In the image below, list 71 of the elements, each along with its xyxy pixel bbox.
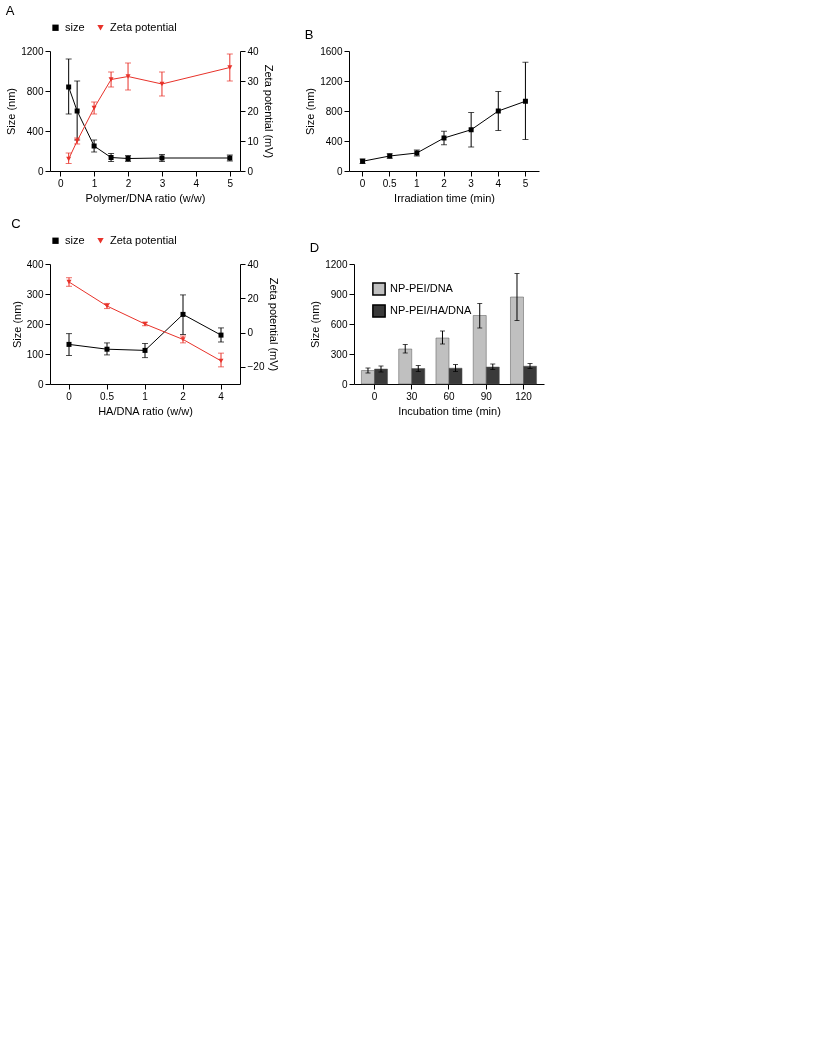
x-tick-label: 0 [359,177,366,189]
x-tick-label: 1 [91,177,98,189]
y-tick-label: 1200 [320,75,343,87]
x-tick-label: 2 [125,177,132,189]
x-tick-label: 2 [180,390,187,402]
y2-tick-label: 40 [247,258,260,270]
y-tick-label: 800 [325,105,343,117]
chart-title: A [5,3,15,18]
x-tick-label: 120 [515,390,533,402]
x-tick-label: 0.5 [382,177,398,189]
y2-tick-label: 0 [247,165,254,177]
y-tick-label: 900 [330,288,348,300]
y2-tick-label: 0 [247,327,254,339]
x-axis-title: Irradiation time (min) [394,191,495,204]
y-tick-label: 600 [330,318,348,330]
y-tick-label: 100 [26,348,44,360]
y2-tick-label: −20 [247,361,265,373]
y2-tick-label: 20 [247,292,260,304]
chart-title: B [304,27,314,42]
legend-label: NP-PEI/DNA [390,282,454,294]
y-tick-label: 1200 [325,258,348,270]
y-tick-label: 0 [37,165,44,177]
y-axis-title: Size (nm) [10,300,23,349]
x-tick-label: 3 [468,177,475,189]
y2-axis-title: Zeta potential (mV) [268,277,281,372]
x-tick-label: 3 [159,177,166,189]
y2-tick-label: 10 [247,135,260,147]
x-tick-label: 0 [371,390,378,402]
x-tick-label: 1 [142,390,149,402]
y-axis-title: Size (nm) [304,87,317,136]
legend-label: Zeta potential [110,233,177,246]
x-tick-label: 4 [218,390,225,402]
x-tick-label: 1 [414,177,421,189]
y2-tick-label: 30 [247,75,260,87]
y-tick-label: 400 [26,125,44,137]
x-axis-title: Incubation time (min) [398,404,501,417]
x-tick-label: 5 [227,177,234,189]
legend-label: Zeta potential [110,20,177,33]
x-tick-label: 90 [480,390,493,402]
y2-tick-label: 20 [247,105,260,117]
y-tick-label: 400 [325,135,343,147]
y-tick-label: 0 [37,378,44,390]
y-axis-title: Size (nm) [5,87,18,136]
x-axis-title: HA/DNA ratio (w/w) [98,404,193,417]
x-tick-label: 2 [441,177,448,189]
x-tick-label: 4 [495,177,502,189]
legend-label: NP-PEI/HA/DNA [390,304,472,316]
y-axis-title: Size (nm) [309,300,322,349]
x-tick-label: 0.5 [100,390,115,402]
y2-tick-label: 40 [247,45,260,57]
y-tick-label: 300 [26,288,44,300]
x-tick-label: 0 [57,177,64,189]
y-tick-label: 400 [26,258,44,270]
chart-title: D [309,240,320,255]
y-tick-label: 300 [330,348,348,360]
x-tick-label: 5 [522,177,529,189]
x-tick-label: 30 [406,390,418,402]
legend-label: size [65,233,85,246]
y-tick-label: 800 [26,85,44,97]
legend-label: size [65,20,85,33]
y-tick-label: 1200 [21,45,44,57]
y-tick-label: 1600 [320,45,343,57]
y2-axis-title: Zeta potential (mV) [262,64,275,159]
x-tick-label: 0 [66,390,73,402]
x-tick-label: 60 [443,390,455,402]
chart-title: C [11,216,21,231]
x-axis-title: Polymer/DNA ratio (w/w) [85,191,206,204]
y-tick-label: 0 [341,378,348,390]
y-tick-label: 200 [26,318,44,330]
y-tick-label: 0 [336,165,343,177]
x-tick-label: 4 [193,177,200,189]
